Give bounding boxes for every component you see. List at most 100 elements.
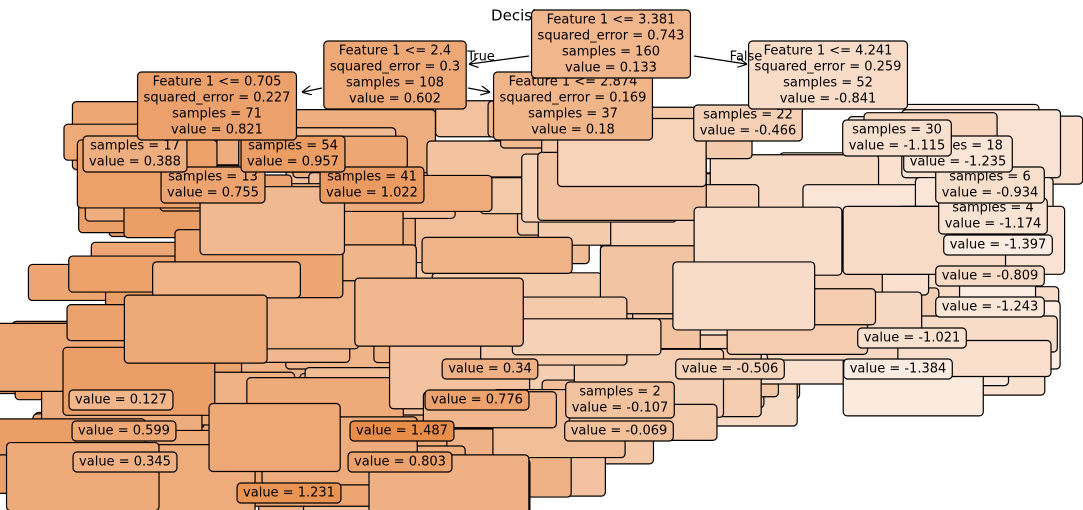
edge-arrow bbox=[467, 88, 489, 92]
node-line: squared_error = 0.169 bbox=[500, 91, 647, 106]
node-line: value = 0.34 bbox=[448, 362, 532, 377]
node-line: value = 0.127 bbox=[75, 393, 167, 408]
filler-node bbox=[672, 261, 816, 331]
node-line: value = 0.602 bbox=[349, 92, 441, 107]
node-line: value = -0.069 bbox=[571, 424, 668, 439]
node-line: value = 0.133 bbox=[565, 61, 657, 76]
filler-node bbox=[421, 236, 573, 275]
node-line: value = 0.821 bbox=[171, 123, 263, 138]
tree-node: value = -0.809 bbox=[935, 265, 1045, 287]
node-line: value = -1.235 bbox=[910, 155, 1007, 170]
filler-node bbox=[123, 294, 268, 364]
node-line: squared_error = 0.227 bbox=[144, 91, 291, 106]
node-line: samples = 160 bbox=[562, 45, 660, 60]
node-line: value = 0.345 bbox=[79, 455, 171, 470]
nodes: value = 0.34 value = 0.127 value = 0.599 va… bbox=[68, 9, 1053, 504]
node-line: samples = 22 bbox=[703, 108, 793, 123]
node-line: Feature 1 <= 2.4 bbox=[339, 44, 451, 59]
tree-node: value = -1.021 bbox=[857, 327, 967, 349]
node-line: value = -0.506 bbox=[682, 362, 779, 377]
node-line: value = -1.384 bbox=[850, 362, 947, 377]
node-line: samples = 71 bbox=[172, 107, 262, 122]
node-box bbox=[842, 119, 952, 157]
node-box bbox=[236, 482, 342, 504]
node-box bbox=[565, 381, 675, 419]
node-box bbox=[843, 358, 953, 380]
node-line: samples = 30 bbox=[852, 123, 942, 138]
tree-node: value = 1.487 bbox=[349, 420, 455, 442]
node-box bbox=[935, 265, 1045, 287]
node-line: value = 0.957 bbox=[247, 155, 339, 170]
node-line: value = 0.599 bbox=[78, 424, 170, 439]
filler-node bbox=[152, 261, 301, 299]
node-line: squared_error = 0.743 bbox=[538, 29, 685, 44]
node-line: squared_error = 0.259 bbox=[755, 60, 902, 75]
node-line: value = 0.803 bbox=[354, 455, 446, 470]
tree-node: value = -0.069 bbox=[564, 420, 674, 442]
node-line: samples = 4 bbox=[952, 201, 1033, 216]
node-line: Feature 1 <= 3.381 bbox=[547, 13, 676, 28]
node-line: value = -0.934 bbox=[942, 186, 1039, 201]
edge-arrow bbox=[693, 55, 746, 64]
node-line: samples = 6 bbox=[949, 170, 1030, 185]
node-line: samples = 52 bbox=[783, 76, 873, 91]
node-line: value = -1.243 bbox=[942, 300, 1039, 315]
node-line: value = 1.022 bbox=[326, 186, 418, 201]
node-line: value = -0.107 bbox=[572, 401, 669, 416]
tree-node: value = -1.384 bbox=[843, 358, 953, 380]
node-box bbox=[675, 358, 785, 380]
node-line: value = -0.841 bbox=[780, 92, 877, 107]
node-box bbox=[136, 71, 298, 141]
node-line: value = -0.466 bbox=[700, 124, 797, 139]
node-box bbox=[323, 40, 467, 110]
node-box bbox=[424, 389, 530, 411]
filler-node bbox=[199, 186, 346, 256]
node-line: samples = 13 bbox=[168, 170, 258, 185]
node-line: value = -0.809 bbox=[942, 269, 1039, 284]
node-line: value = -1.174 bbox=[945, 217, 1042, 232]
node-line: value = 0.755 bbox=[167, 186, 259, 201]
node-box bbox=[82, 135, 188, 173]
edge-label: False bbox=[730, 50, 763, 65]
tree-node: value = -0.506 bbox=[675, 358, 785, 380]
node-line: value = 0.18 bbox=[531, 123, 615, 138]
filler-node bbox=[208, 402, 341, 473]
node-line: samples = 2 bbox=[579, 385, 660, 400]
node-line: Feature 1 <= 4.241 bbox=[764, 44, 893, 59]
node-box bbox=[349, 420, 455, 442]
edges: True False bbox=[303, 50, 762, 93]
filler-node bbox=[511, 318, 662, 356]
edge-arrow bbox=[470, 55, 530, 64]
tree-node: value = 0.345 bbox=[72, 451, 178, 473]
node-box bbox=[319, 166, 425, 204]
node-line: value = 0.776 bbox=[431, 393, 523, 408]
node-box bbox=[747, 40, 909, 110]
node-line: samples = 54 bbox=[248, 139, 338, 154]
node-box bbox=[564, 420, 674, 442]
node-line: value = -1.115 bbox=[849, 139, 946, 154]
tree-node: value = 0.803 bbox=[347, 451, 453, 473]
tree-node: value = 0.34 bbox=[441, 358, 539, 380]
filler-node bbox=[354, 277, 524, 347]
tree-node: value = 0.127 bbox=[68, 389, 174, 411]
node-line: samples = 17 bbox=[90, 139, 180, 154]
node-box bbox=[441, 358, 539, 380]
node-box bbox=[857, 327, 967, 349]
node-box bbox=[347, 451, 453, 473]
tree-node: value = 0.599 bbox=[71, 420, 177, 442]
node-box bbox=[943, 234, 1053, 256]
node-box bbox=[530, 9, 692, 79]
